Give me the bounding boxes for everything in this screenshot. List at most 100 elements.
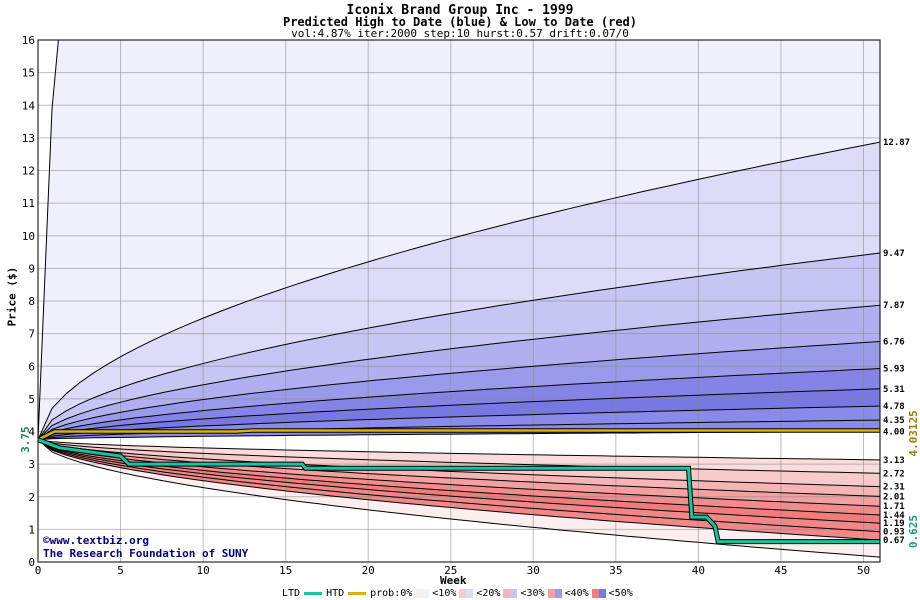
legend-bin-label-4: <50%: [608, 587, 633, 599]
bands-group: [38, 40, 880, 558]
legend-ltd-swatch: [304, 591, 323, 595]
legend-bin-swatch-4: [591, 588, 606, 598]
y-tick-label-8: 8: [28, 295, 35, 308]
center-band: [38, 431, 880, 460]
high-band-5: [38, 368, 880, 440]
chart-title: Iconix Brand Group Inc - 1999: [346, 3, 574, 18]
low-curve-8: [38, 439, 880, 533]
chart-subtitle: Predicted High to Date (blue) & Low to D…: [282, 15, 637, 29]
chart-params: vol:4.87% iter:2000 step:10 hurst:0.57 d…: [291, 27, 629, 40]
low-curve-4: [38, 439, 880, 497]
low-end-label-0: 3.13: [883, 456, 905, 466]
low-curve-2: [38, 439, 880, 474]
high-curve-5: [38, 368, 880, 441]
y-tick-label-0: 0: [28, 556, 35, 569]
high-end-label-3: 6.76: [883, 337, 905, 347]
low-band-1: [38, 439, 880, 474]
x-axis-label: Week: [440, 574, 467, 587]
y-tick-label-5: 5: [28, 393, 35, 406]
legend-bin-label-2: <30%: [520, 587, 545, 599]
x-tick-label-8: 40: [692, 564, 705, 577]
x-tick-label-10: 50: [857, 564, 870, 577]
low-band-5: [38, 439, 880, 515]
low-band-8: [38, 439, 880, 541]
y-tick-label-15: 15: [22, 67, 35, 80]
low-end-label-2: 2.31: [883, 483, 905, 493]
x-tick-label-7: 35: [609, 564, 622, 577]
low-band-2: [38, 439, 880, 487]
high-end-label-0: 12.87: [883, 138, 910, 148]
y-tick-label-12: 12: [22, 165, 35, 178]
low-band-7: [38, 439, 880, 532]
current-low-label: 0.625: [907, 515, 920, 548]
y-tick-label-6: 6: [28, 360, 35, 373]
x-tick-label-2: 10: [196, 564, 209, 577]
legend-prob-label: prob:0%: [370, 587, 413, 599]
high-curve-2: [38, 252, 880, 440]
low-curve-0: [38, 439, 880, 558]
current-high-label: 4.03125: [907, 410, 920, 456]
low-end-label-1: 2.72: [883, 469, 905, 479]
high-curve-1: [38, 141, 880, 440]
low-end-label-3: 2.01: [883, 492, 905, 502]
low-end-label-7: 0.93: [883, 528, 905, 538]
x-tick-label-6: 30: [527, 564, 540, 577]
curves-group: [38, 40, 880, 558]
high-band-0: [38, 40, 880, 440]
low-end-label-6: 1.19: [883, 519, 905, 529]
x-tick-label-0: 0: [35, 564, 42, 577]
legend-htd-label: HTD: [326, 587, 345, 599]
low-end-label-5: 1.44: [883, 511, 905, 521]
high-curve-6: [38, 388, 880, 441]
low-band-3: [38, 439, 880, 497]
legend-bin-swatch-1: [459, 588, 474, 598]
legend: LTD HTD prob:0% <10% <20% <30% <40% <50%: [282, 586, 633, 600]
y-tick-label-16: 16: [22, 34, 35, 47]
y-tick-label-14: 14: [22, 99, 36, 112]
y-tick-label-10: 10: [22, 230, 35, 243]
low-curve-3: [38, 439, 880, 488]
high-band-6: [38, 388, 880, 440]
low-curve-9: [38, 439, 880, 541]
legend-bin-swatch-3: [547, 588, 562, 598]
y-tick-label-4: 4: [28, 426, 35, 439]
x-tick-label-9: 45: [774, 564, 787, 577]
high-band-7: [38, 406, 880, 440]
legend-bin-label-3: <40%: [564, 587, 589, 599]
high-end-label-7: 4.35: [883, 416, 905, 426]
credit-foundation: The Research Foundation of SUNY: [43, 547, 249, 560]
low-curve-1: [38, 439, 880, 461]
legend-htd-swatch: [348, 591, 367, 595]
high-end-label-4: 5.93: [883, 365, 905, 375]
y-tick-label-11: 11: [22, 197, 35, 210]
plot-border: [37, 39, 881, 563]
y-tick-label-1: 1: [28, 523, 35, 536]
credit-website: ©www.textbiz.org: [43, 534, 149, 547]
x-tick-label-5: 25: [444, 564, 457, 577]
x-tick-label-4: 20: [362, 564, 375, 577]
low-end-label-8: 0.67: [883, 536, 905, 546]
low-band-4: [38, 439, 880, 507]
y-tick-label-13: 13: [22, 132, 35, 145]
high-curve-3: [38, 304, 880, 441]
y-tick-label-3: 3: [28, 458, 35, 471]
high-end-label-2: 7.87: [883, 301, 905, 311]
legend-bin-label-1: <20%: [476, 587, 501, 599]
high-end-label-8: 4.00: [883, 428, 905, 438]
high-end-label-5: 5.31: [883, 385, 905, 395]
low-curve-7: [38, 439, 880, 524]
ltd-line: [38, 438, 880, 544]
low-curve-6: [38, 439, 880, 516]
high-curve-7: [38, 405, 880, 441]
low-end-label-4: 1.71: [883, 502, 905, 512]
high-end-label-1: 9.47: [883, 249, 905, 259]
start-price-label: 3.75: [19, 426, 32, 453]
high-band-2: [38, 253, 880, 440]
x-tick-label-1: 5: [117, 564, 124, 577]
high-curve-4: [38, 341, 880, 441]
high-end-label-6: 4.78: [883, 402, 905, 412]
htd-line: [38, 429, 880, 441]
y-tick-label-2: 2: [28, 491, 35, 504]
y-tick-label-7: 7: [28, 328, 35, 341]
legend-bin-swatch-2: [503, 588, 518, 598]
